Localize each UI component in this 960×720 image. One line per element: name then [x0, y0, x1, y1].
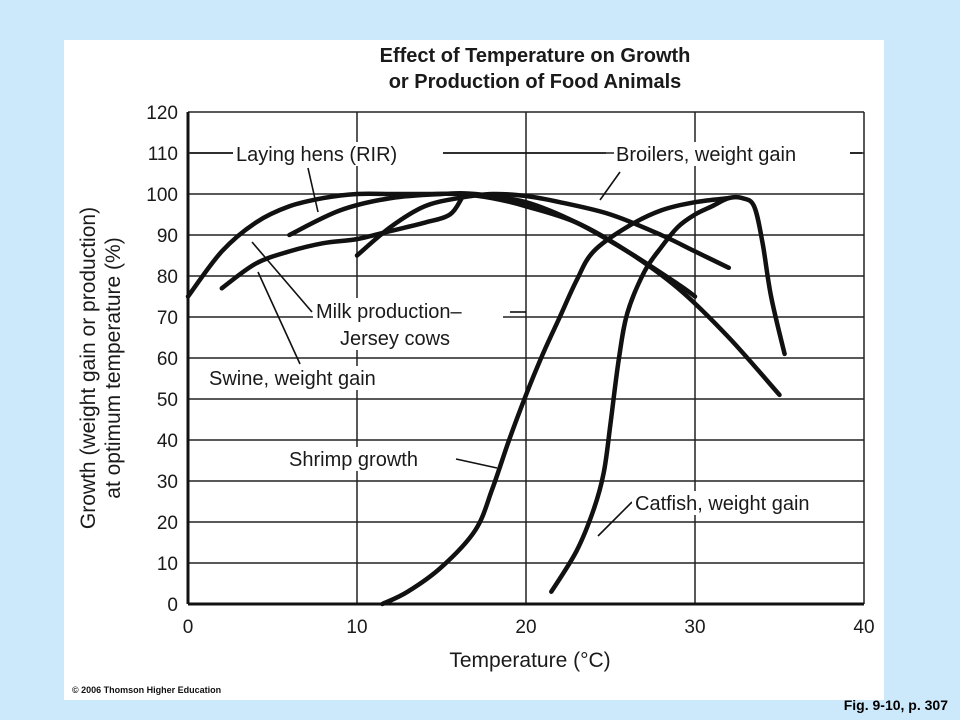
chart-title-line-2: or Production of Food Animals [389, 71, 682, 93]
y-tick-labels: 0 10 20 30 40 50 60 70 80 90 100 110 120 [146, 103, 178, 616]
chart-title-line-1: Effect of Temperature on Growth [380, 45, 691, 67]
x-tick-20: 20 [515, 617, 536, 638]
leader-broilers-pointer [599, 171, 621, 201]
series-lines [185, 190, 787, 607]
leader-milk-pointer [251, 241, 313, 313]
annotation-swine: Swine, weight gain [209, 368, 376, 390]
y-tick-0: 0 [167, 595, 178, 616]
label-bg-swine [206, 366, 424, 390]
label-bg-shrimp [286, 447, 454, 471]
annotation-milk-production: Milk production– [316, 301, 463, 323]
x-tick-40: 40 [853, 617, 874, 638]
annotation-catfish: Catfish, weight gain [635, 493, 810, 515]
series-line-milk-jersey-cows [185, 191, 782, 398]
x-tick-30: 30 [684, 617, 705, 638]
series-line-catfish [549, 194, 787, 594]
y-tick-30: 30 [157, 472, 178, 493]
annotation-leaders [190, 152, 862, 537]
leader-shrimp-pointer [455, 458, 498, 469]
annotation-shrimp: Shrimp growth [289, 449, 418, 471]
y-tick-70: 70 [157, 308, 178, 329]
y-tick-120: 120 [146, 103, 178, 124]
x-tick-10: 10 [346, 617, 367, 638]
leader-swine-pointer [257, 271, 301, 365]
y-tick-60: 60 [157, 349, 178, 370]
y-tick-50: 50 [157, 390, 178, 411]
y-axis-label-line-1: Growth (weight gain or production) [77, 207, 100, 529]
grid [186, 111, 865, 606]
x-tick-labels: 0 10 20 30 40 [183, 617, 875, 638]
y-tick-20: 20 [157, 513, 178, 534]
label-bg-broilers [614, 142, 850, 166]
annotation-laying-hens: Laying hens (RIR) [236, 144, 397, 166]
leader-laying-hens-pointer [307, 167, 319, 213]
x-axis-label: Temperature (°C) [449, 649, 610, 672]
x-tick-0: 0 [183, 617, 194, 638]
y-tick-80: 80 [157, 267, 178, 288]
label-bg-laying-hens [233, 142, 443, 166]
label-bg-catfish [632, 491, 860, 515]
y-axis-label-line-2: at optimum temperature (%) [102, 237, 125, 498]
leader-catfish-pointer [597, 501, 633, 537]
annotation-broilers: Broilers, weight gain [616, 144, 796, 166]
series-line-swine [219, 195, 465, 291]
series-line-laying-hens [287, 190, 698, 299]
y-tick-90: 90 [157, 226, 178, 247]
y-tick-40: 40 [157, 431, 178, 452]
label-bg-milk [313, 298, 503, 350]
series-line-broilers [354, 191, 732, 271]
figure-reference: Fig. 9-10, p. 307 [843, 697, 948, 713]
y-tick-100: 100 [146, 185, 178, 206]
y-tick-10: 10 [157, 554, 178, 575]
series-line-shrimp [380, 195, 732, 607]
copyright-notice: © 2006 Thomson Higher Education [72, 685, 222, 695]
annotation-jersey-cows: Jersey cows [340, 328, 450, 350]
y-tick-110: 110 [148, 144, 178, 165]
